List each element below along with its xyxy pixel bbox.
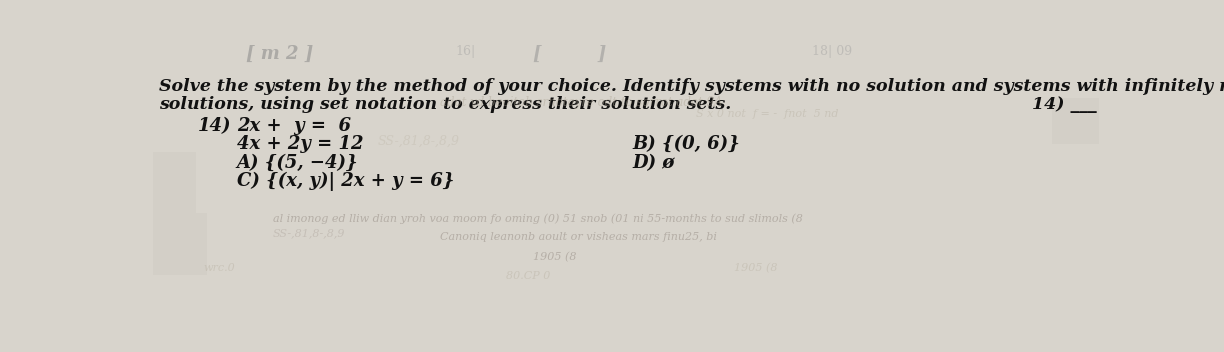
Text: adot yd beoitob srnotayre odt to sorrot adot 9A: adot yd beoitob srnotayre odt to sorrot … xyxy=(439,96,722,109)
Bar xyxy=(1051,98,1098,144)
Text: 16|: 16| xyxy=(455,45,475,58)
Text: SS-,81,8-,8,9: SS-,81,8-,8,9 xyxy=(378,135,460,147)
Text: 1905 (8: 1905 (8 xyxy=(532,252,577,262)
Text: D) ø: D) ø xyxy=(632,154,674,172)
Text: A) {(5, −4)}: A) {(5, −4)} xyxy=(236,154,359,172)
Text: 2x +  y =  6: 2x + y = 6 xyxy=(236,117,351,135)
Text: 1905 (8: 1905 (8 xyxy=(734,263,777,274)
Text: 14): 14) xyxy=(198,117,231,135)
Text: solutions, using set notation to express their solution sets.: solutions, using set notation to express… xyxy=(159,96,732,113)
Text: 14) ___: 14) ___ xyxy=(1032,96,1097,113)
Text: C) {(x, y)| 2x + y = 6}: C) {(x, y)| 2x + y = 6} xyxy=(236,172,454,191)
Text: [ m 2 ]: [ m 2 ] xyxy=(246,45,313,63)
Text: SS-,81,8-,8,9: SS-,81,8-,8,9 xyxy=(273,228,345,239)
Bar xyxy=(153,213,207,275)
Text: 18| 09: 18| 09 xyxy=(812,45,852,58)
Text: Solve the system by the method of your choice. Identify systems with no solution: Solve the system by the method of your c… xyxy=(159,78,1224,95)
Text: 4x + 2y = 12: 4x + 2y = 12 xyxy=(236,135,364,153)
Text: [         ]: [ ] xyxy=(532,45,606,63)
Text: S x 0 not  f = -  fnot  5 nd: S x 0 not f = - fnot 5 nd xyxy=(695,109,838,119)
Text: B) {(0, 6)}: B) {(0, 6)} xyxy=(632,135,739,153)
Text: Canoniq leanonb aoult or visheas mars finu25, bi: Canoniq leanonb aoult or visheas mars fi… xyxy=(439,232,716,243)
Text: al imonog ed lliw dian yroh voa moom fo oming (0) 51 snob (01 ni 55-months to su: al imonog ed lliw dian yroh voa moom fo … xyxy=(273,213,803,224)
Text: wrc.0: wrc.0 xyxy=(203,263,235,273)
Bar xyxy=(153,152,196,213)
Text: 80.CP 0: 80.CP 0 xyxy=(506,271,550,281)
